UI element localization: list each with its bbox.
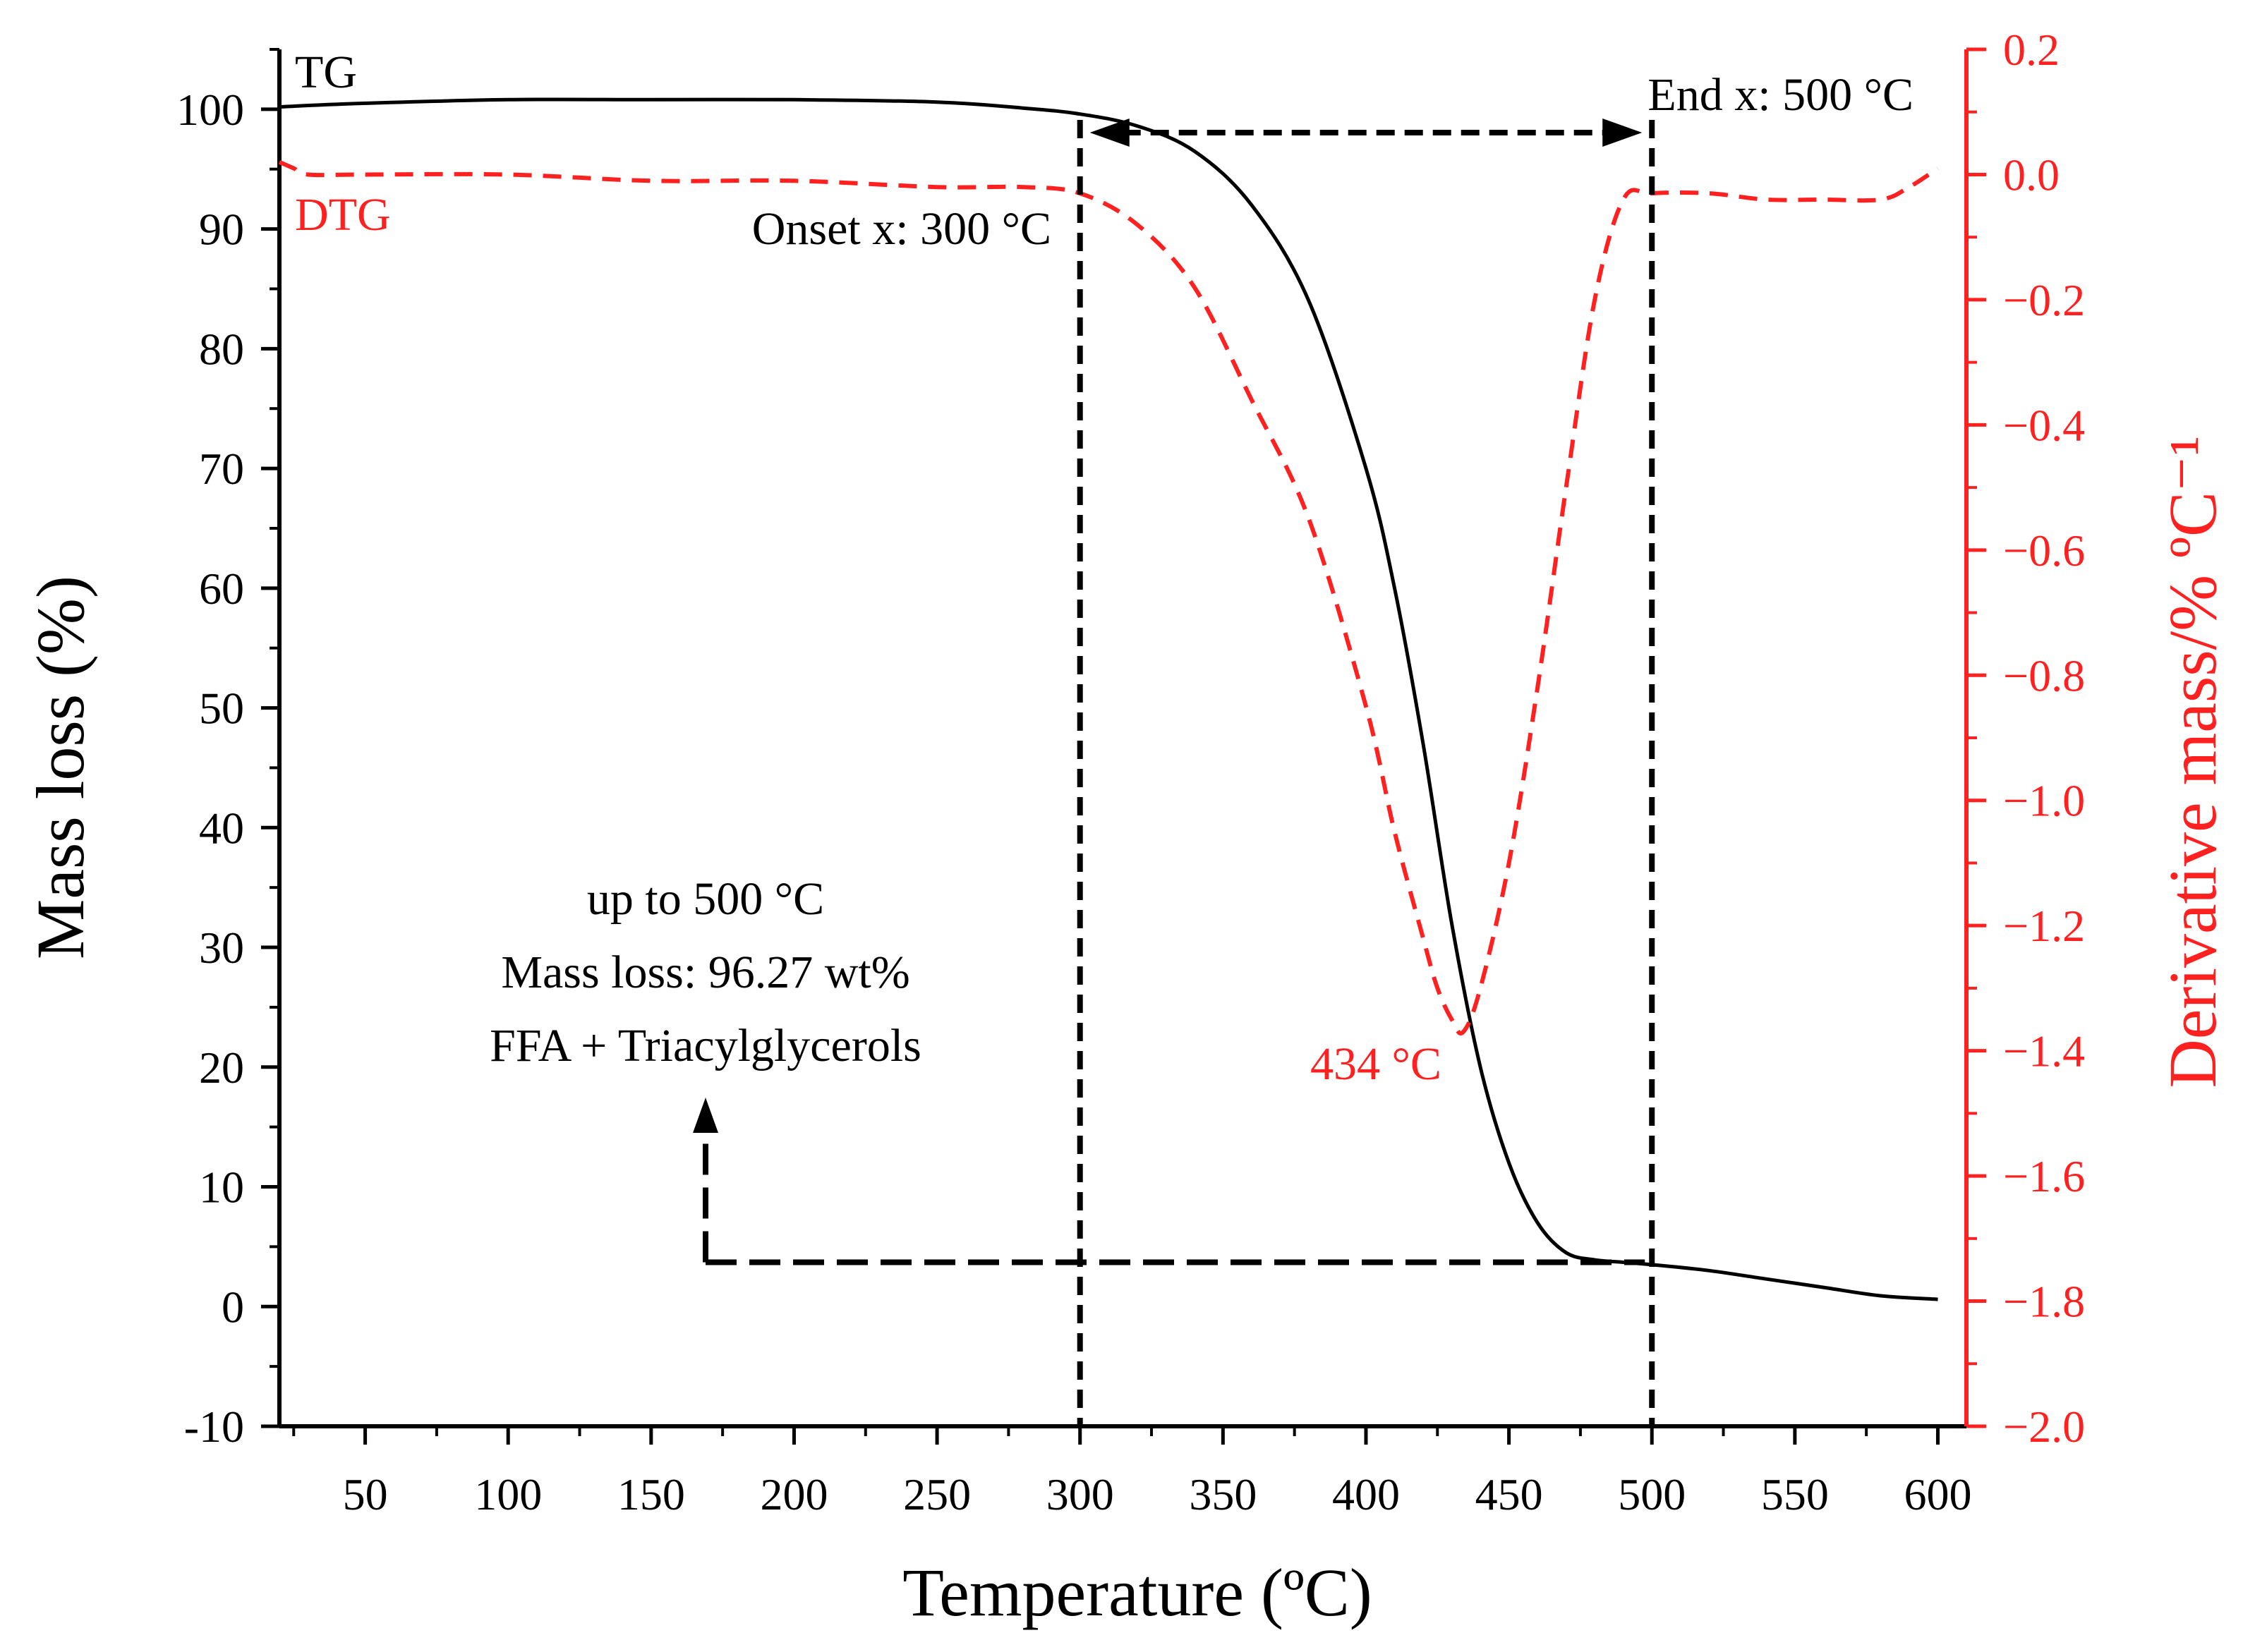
- mass-loss-arrow-head: [693, 1098, 718, 1133]
- y-right-tick-label: −1.8: [2003, 1277, 2085, 1327]
- dtg-curve: [278, 159, 1940, 1035]
- dtg-series-label: DTG: [295, 189, 391, 241]
- y-axis-title-left: Mass loss (%): [23, 576, 98, 959]
- y-right-tick-label: 0.0: [2003, 150, 2060, 200]
- y-right-tick-label: −0.6: [2003, 526, 2085, 576]
- y-left-tick-label-90: 90: [199, 205, 244, 255]
- arrow-head-right: [1602, 119, 1643, 147]
- x-tick-label-200: 200: [760, 1469, 828, 1519]
- x-tick-label-400: 400: [1332, 1469, 1400, 1519]
- y-left-tick-label-30: 30: [199, 923, 244, 973]
- x-tick-label-250: 250: [903, 1469, 971, 1519]
- onset-label: Onset x: 300 °C: [752, 203, 1051, 255]
- peak-label: 434 °C: [1310, 1038, 1441, 1090]
- y-left-tick-label--10: -10: [184, 1402, 244, 1452]
- y-left-tick-label-20: 20: [199, 1043, 244, 1093]
- x-tick-label-600: 600: [1904, 1469, 1971, 1519]
- y-right-tick-label: −0.4: [2003, 400, 2085, 450]
- y-right-tick-label: −1.0: [2003, 776, 2085, 826]
- y-axis-title-right: Derivative mass/% ºC⁻¹: [2155, 435, 2230, 1088]
- axes-layer: 50 100 150 200 250 300 350 400 450 500 550 600 -10 0 1…: [176, 25, 2085, 1519]
- tg-series-label: TG: [295, 47, 357, 98]
- y-left-tick-label-10: 10: [199, 1162, 244, 1213]
- y-right-tick-label: 0.2: [2003, 25, 2060, 75]
- y-right-tick-label: −1.2: [2003, 901, 2085, 951]
- tg-curve: [279, 97, 1938, 1301]
- y-left-tick-label-60: 60: [199, 564, 244, 614]
- x-tick-label-350: 350: [1189, 1469, 1257, 1519]
- y-left-tick-label-40: 40: [199, 803, 244, 853]
- end-label: End x: 500 °C: [1648, 69, 1914, 121]
- x-tick-label-450: 450: [1475, 1469, 1543, 1519]
- y-left-tick-label-70: 70: [199, 444, 244, 494]
- y-left-tick-label-80: 80: [199, 324, 244, 374]
- x-tick-label-500: 500: [1618, 1469, 1686, 1519]
- y-left-tick-label-0: 0: [222, 1282, 244, 1332]
- note-line-1: up to 500 °C: [587, 873, 824, 925]
- annotation-layer: [693, 119, 1655, 1426]
- x-tick-label-150: 150: [617, 1469, 685, 1519]
- note-line-3: FFA + Triacylglycerols: [490, 1020, 921, 1071]
- y-right-tick-label: −1.4: [2003, 1026, 2085, 1076]
- y-right-tick-label: −1.6: [2003, 1151, 2085, 1201]
- y-right-tick-label: −0.8: [2003, 650, 2085, 700]
- x-axis-title: Temperature (ºC): [902, 1555, 1372, 1630]
- y-right-tick-label: −0.2: [2003, 275, 2085, 325]
- x-tick-label-50: 50: [343, 1469, 388, 1519]
- x-tick-label-300: 300: [1046, 1469, 1114, 1519]
- y-left-tick-label-50: 50: [199, 684, 244, 734]
- x-tick-label-550: 550: [1761, 1469, 1829, 1519]
- y-left-tick-label-100: 100: [176, 85, 244, 135]
- arrow-head-left: [1089, 119, 1130, 147]
- note-line-2: Mass loss: 96.27 wt%: [501, 947, 909, 998]
- y-right-tick-label: −2.0: [2003, 1402, 2085, 1452]
- x-tick-label-100: 100: [474, 1469, 542, 1519]
- series-layer: [278, 97, 1940, 1301]
